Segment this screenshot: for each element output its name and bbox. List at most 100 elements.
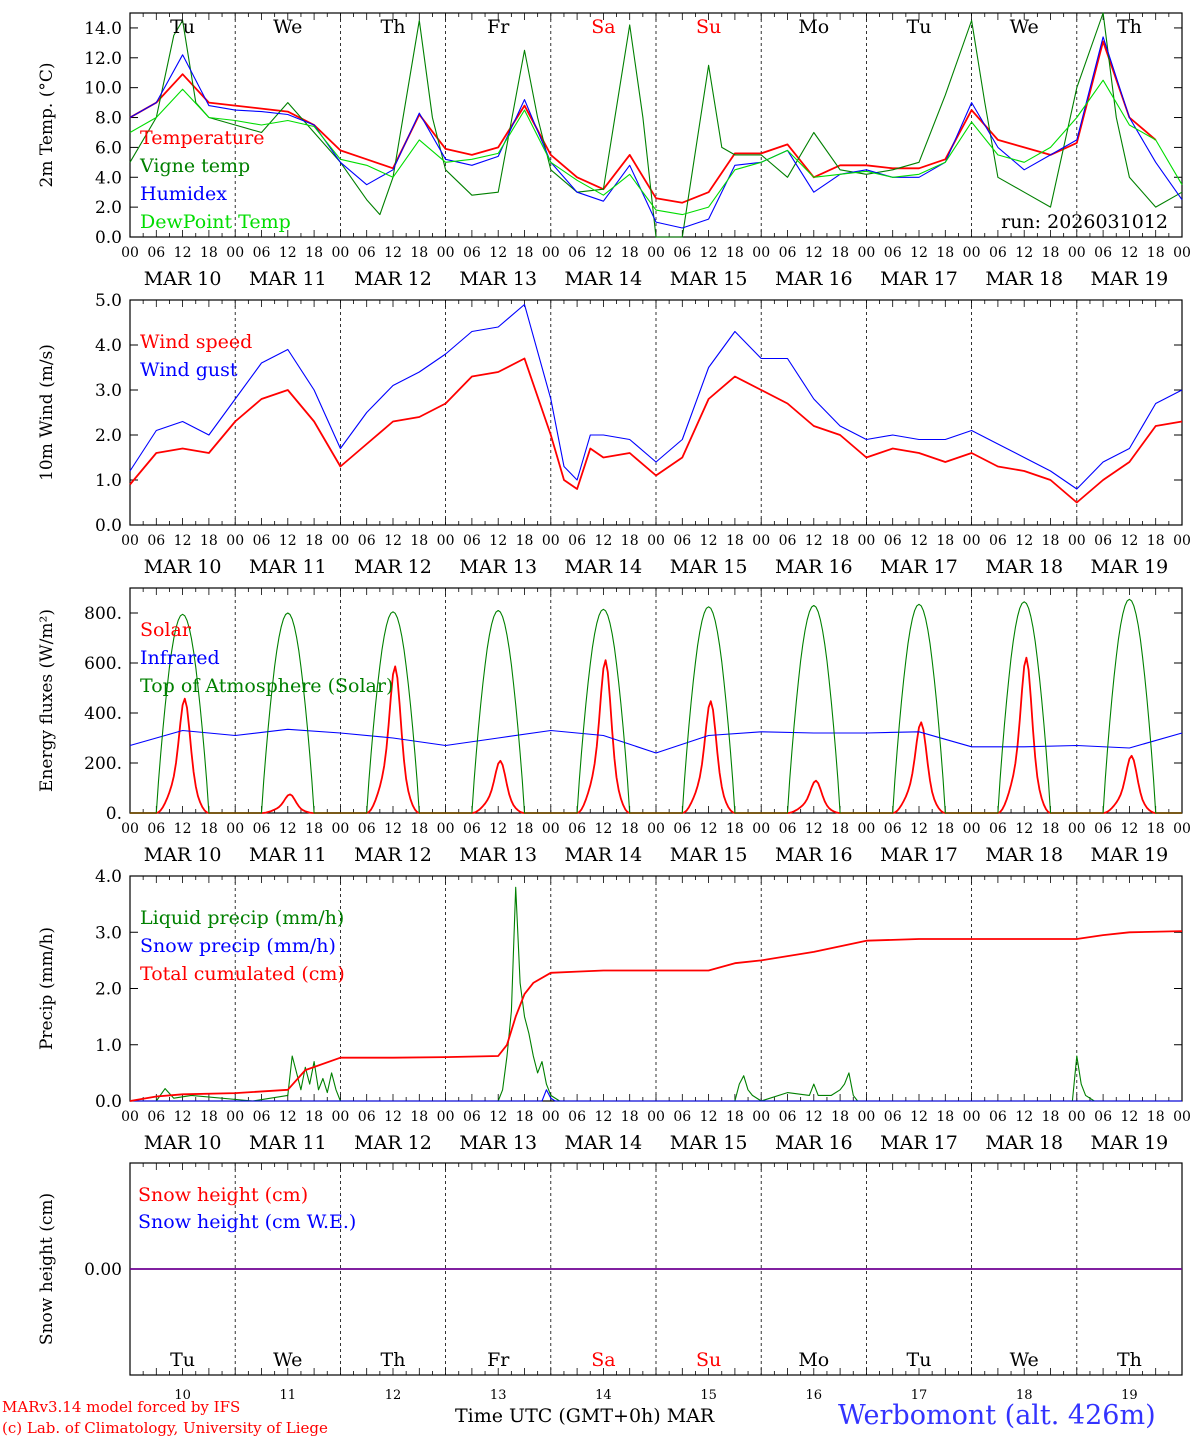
legend-humidex: Humidex bbox=[140, 183, 227, 205]
hour-label: 18 bbox=[936, 245, 954, 261]
hour-label: 18 bbox=[305, 245, 323, 261]
date-label: MAR 10 bbox=[144, 268, 222, 290]
hour-label: 06 bbox=[779, 1109, 797, 1125]
hour-label: 12 bbox=[384, 533, 402, 549]
y-tick-label: 400. bbox=[84, 704, 122, 724]
hour-label: 12 bbox=[700, 245, 718, 261]
model-credit: MARv3.14 model forced by IFS bbox=[2, 1398, 241, 1416]
hour-label: 06 bbox=[989, 245, 1007, 261]
hour-label: 18 bbox=[726, 1109, 744, 1125]
day-number-label: 10 bbox=[174, 1388, 191, 1403]
date-label: MAR 19 bbox=[1091, 556, 1169, 578]
hour-label: 06 bbox=[1094, 245, 1112, 261]
hour-label: 00 bbox=[331, 533, 349, 549]
date-label: MAR 15 bbox=[670, 268, 748, 290]
hour-label: 12 bbox=[1015, 1109, 1033, 1125]
day-number-label: 12 bbox=[385, 1388, 402, 1403]
weekday-label-bottom: We bbox=[1010, 1349, 1039, 1371]
hour-label: 18 bbox=[516, 821, 534, 837]
hour-label: 06 bbox=[989, 1109, 1007, 1125]
date-label: MAR 15 bbox=[670, 1132, 748, 1154]
hour-label: 18 bbox=[1042, 245, 1060, 261]
y-tick-label: 3.0 bbox=[95, 381, 122, 401]
hour-label: 18 bbox=[1147, 821, 1165, 837]
hour-label: 18 bbox=[831, 533, 849, 549]
date-label: MAR 16 bbox=[775, 268, 853, 290]
weekday-label-top: Tu bbox=[907, 16, 932, 38]
hour-label: 18 bbox=[726, 821, 744, 837]
series-line-wind-speed bbox=[129, 357, 1183, 504]
hour-label: 18 bbox=[1042, 1109, 1060, 1125]
hour-label: 12 bbox=[279, 245, 297, 261]
hour-label: 00 bbox=[647, 533, 665, 549]
weekday-label-top: Sa bbox=[591, 16, 615, 38]
hour-label: 00 bbox=[752, 533, 770, 549]
hour-label: 12 bbox=[1015, 533, 1033, 549]
copyright-credit: (c) Lab. of Climatology, University of L… bbox=[2, 1419, 328, 1437]
hour-label: 18 bbox=[621, 1109, 639, 1125]
station-name: Werbomont (alt. 426m) bbox=[838, 1400, 1156, 1431]
y-tick-label: 6.0 bbox=[95, 138, 122, 158]
weekday-label-bottom: We bbox=[273, 1349, 302, 1371]
hour-label: 06 bbox=[568, 533, 586, 549]
legend-solar: Solar bbox=[140, 619, 192, 641]
y-tick-label: 14.0 bbox=[84, 19, 122, 39]
hour-label: 00 bbox=[752, 1109, 770, 1125]
date-label: MAR 12 bbox=[354, 1132, 432, 1154]
hour-label: 06 bbox=[1094, 821, 1112, 837]
hour-label: 00 bbox=[647, 1109, 665, 1125]
hour-label: 06 bbox=[568, 821, 586, 837]
hour-label: 06 bbox=[989, 821, 1007, 837]
y-tick-label: 2.0 bbox=[95, 426, 122, 446]
hour-label: 18 bbox=[1042, 821, 1060, 837]
legend-snow-precip-mm-h: Snow precip (mm/h) bbox=[140, 935, 336, 957]
hour-label: 00 bbox=[226, 533, 244, 549]
hour-label: 00 bbox=[963, 1109, 981, 1125]
legend-snow-height-cm-w-e: Snow height (cm W.E.) bbox=[138, 1211, 356, 1233]
weekday-label-bottom: Tu bbox=[170, 1349, 195, 1371]
hour-label: 12 bbox=[174, 533, 192, 549]
hour-label: 00 bbox=[226, 245, 244, 261]
hour-label: 18 bbox=[1147, 245, 1165, 261]
hour-label: 00 bbox=[963, 533, 981, 549]
hour-label: 00 bbox=[226, 1109, 244, 1125]
hour-label: 06 bbox=[463, 821, 481, 837]
hour-label: 12 bbox=[1120, 245, 1138, 261]
y-tick-label: 1.0 bbox=[95, 471, 122, 491]
panel-snow bbox=[129, 1162, 1183, 1376]
hour-label: 18 bbox=[1042, 533, 1060, 549]
hour-label: 12 bbox=[174, 821, 192, 837]
hour-label: 06 bbox=[358, 245, 376, 261]
hour-label: 18 bbox=[1147, 1109, 1165, 1125]
hour-label: 12 bbox=[384, 821, 402, 837]
hour-label: 12 bbox=[1015, 245, 1033, 261]
hour-label: 18 bbox=[200, 821, 218, 837]
hour-label: 12 bbox=[594, 245, 612, 261]
hour-label: 00 bbox=[437, 1109, 455, 1125]
date-label: MAR 14 bbox=[565, 268, 643, 290]
hour-label: 18 bbox=[831, 1109, 849, 1125]
y-tick-label: 0.0 bbox=[95, 228, 122, 248]
hour-label: 12 bbox=[805, 1109, 823, 1125]
day-number-label: 14 bbox=[595, 1388, 612, 1403]
hour-label: 12 bbox=[1120, 533, 1138, 549]
hour-label: 12 bbox=[805, 533, 823, 549]
panel-frame bbox=[129, 12, 1183, 238]
panel-wind bbox=[129, 299, 1183, 526]
hour-label: 00 bbox=[226, 821, 244, 837]
date-label: MAR 15 bbox=[670, 844, 748, 866]
hour-label: 06 bbox=[253, 1109, 271, 1125]
weekday-label-bottom: Mo bbox=[798, 1349, 829, 1371]
weekday-label-top: We bbox=[1010, 16, 1039, 38]
legend-vigne-temp: Vigne temp bbox=[139, 155, 250, 177]
hour-label: 18 bbox=[200, 1109, 218, 1125]
y-axis-label: Precip (mm/h) bbox=[37, 927, 57, 1050]
date-label: MAR 19 bbox=[1091, 268, 1169, 290]
date-label: MAR 14 bbox=[565, 844, 643, 866]
day-number-label: 18 bbox=[1016, 1388, 1033, 1403]
date-label: MAR 14 bbox=[565, 556, 643, 578]
hour-label: 00 bbox=[1173, 245, 1191, 261]
hour-label: 00 bbox=[121, 1109, 139, 1125]
series-line-humidex bbox=[129, 36, 1183, 229]
y-tick-label: 1.0 bbox=[95, 1036, 122, 1056]
